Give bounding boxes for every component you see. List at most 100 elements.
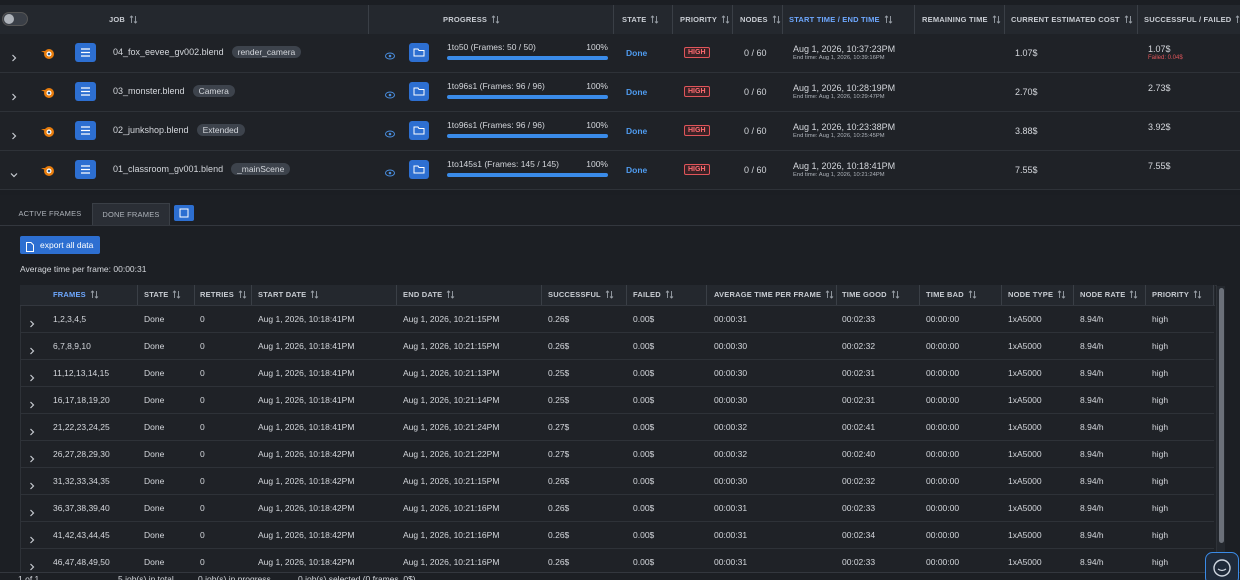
column-header[interactable]: TIME BAD [926, 290, 977, 299]
column-header[interactable]: NODES [740, 15, 781, 24]
column-header[interactable]: START DATE [258, 290, 319, 299]
column-header[interactable]: PRIORITY [1152, 290, 1202, 299]
column-separator [1137, 5, 1138, 34]
column-header[interactable]: REMAINING TIME [922, 15, 1001, 24]
frame-row[interactable] [21, 468, 1214, 495]
column-header[interactable]: SUCCESSFUL [548, 290, 614, 299]
expand-chevron[interactable] [28, 369, 36, 387]
expand-chevron[interactable] [10, 166, 18, 184]
column-header[interactable]: STATE [144, 290, 181, 299]
frame-cell: 00:00:31 [714, 530, 748, 540]
frame-row[interactable] [21, 333, 1214, 360]
tab[interactable]: ACTIVE FRAMES [18, 209, 82, 218]
column-label: AVERAGE TIME PER FRAME [714, 290, 822, 299]
frame-cell: 36,37,38,39,40 [53, 503, 110, 513]
preview-icon[interactable] [385, 165, 395, 183]
expand-chevron[interactable] [28, 558, 36, 576]
preview-icon[interactable] [385, 48, 395, 66]
tab[interactable]: DONE FRAMES [92, 203, 170, 225]
frame-cell: 8.94/h [1080, 503, 1104, 513]
column-header[interactable]: START TIME / END TIME [789, 15, 893, 24]
sort-icon [310, 290, 319, 299]
settings-button[interactable] [75, 121, 96, 145]
expand-chevron[interactable] [28, 477, 36, 495]
column-header[interactable]: NODE RATE [1080, 290, 1138, 299]
frame-cell: 00:00:30 [714, 476, 748, 486]
sort-icon [721, 15, 730, 24]
settings-button[interactable] [75, 82, 96, 106]
frame-cell: Aug 1, 2026, 10:18:42PM [258, 449, 355, 459]
frame-row[interactable] [21, 495, 1214, 522]
column-header[interactable]: AVERAGE TIME PER FRAME [714, 290, 834, 299]
job-row[interactable] [0, 151, 1240, 190]
column-header[interactable]: FRAMES [53, 290, 99, 299]
preview-icon[interactable] [385, 126, 395, 144]
column-header[interactable]: SUCCESSFUL / FAILED [1144, 15, 1240, 24]
expand-chevron[interactable] [28, 396, 36, 414]
sort-icon [1235, 15, 1240, 24]
scrollbar-thumb[interactable] [1219, 288, 1224, 543]
frame-cell: Aug 1, 2026, 10:21:13PM [403, 368, 500, 378]
sort-icon [129, 15, 138, 24]
column-header[interactable]: TIME GOOD [842, 290, 900, 299]
frame-cell: Done [144, 368, 165, 378]
frame-row[interactable] [21, 306, 1214, 333]
column-header[interactable]: PROGRESS [443, 15, 500, 24]
folder-button[interactable] [409, 43, 429, 67]
preview-icon[interactable] [385, 87, 395, 105]
frame-cell: 0 [200, 395, 205, 405]
frame-cell: 46,47,48,49,50 [53, 557, 110, 567]
expand-chevron[interactable] [28, 315, 36, 333]
column-label: TIME BAD [926, 290, 964, 299]
expand-chevron[interactable] [28, 423, 36, 441]
frame-row[interactable] [21, 414, 1214, 441]
column-label: TIME GOOD [842, 290, 887, 299]
frame-cell: Aug 1, 2026, 10:21:15PM [403, 314, 500, 324]
column-header[interactable]: FAILED [633, 290, 674, 299]
folder-button[interactable] [409, 82, 429, 106]
frame-cell: Aug 1, 2026, 10:21:15PM [403, 476, 500, 486]
frame-cell: Done [144, 503, 165, 513]
expand-chevron[interactable] [10, 49, 18, 67]
column-header[interactable]: CURRENT ESTIMATED COST [1011, 15, 1133, 24]
frame-cell: 00:00:00 [926, 557, 960, 567]
column-header[interactable]: END DATE [403, 290, 455, 299]
expand-chevron[interactable] [28, 504, 36, 522]
frame-row[interactable] [21, 360, 1214, 387]
column-header[interactable]: JOB [109, 15, 138, 24]
column-header[interactable]: NODE TYPE [1008, 290, 1066, 299]
chat-button[interactable] [1205, 552, 1239, 580]
frame-cell: 0.26$ [548, 341, 570, 351]
column-header[interactable]: STATE [622, 15, 659, 24]
job-row[interactable] [0, 34, 1240, 73]
folder-button[interactable] [409, 121, 429, 145]
toggle[interactable] [2, 12, 28, 31]
folder-button[interactable] [409, 160, 429, 184]
frame-cell: Aug 1, 2026, 10:21:16PM [403, 503, 500, 513]
column-label: START TIME / END TIME [789, 15, 880, 24]
frame-cell: 00:02:33 [842, 557, 876, 567]
expand-chevron[interactable] [28, 531, 36, 549]
frame-cell: high [1152, 395, 1169, 405]
expand-chevron[interactable] [10, 127, 18, 145]
frame-row[interactable] [21, 441, 1214, 468]
frame-cell: 1xA5000 [1008, 314, 1042, 324]
frame-row[interactable] [21, 522, 1214, 549]
expand-chevron[interactable] [28, 450, 36, 468]
job-name: 03_monster.blend [113, 86, 185, 96]
frame-row[interactable] [21, 387, 1214, 414]
settings-button[interactable] [75, 43, 96, 67]
frame-cell: 00:02:31 [842, 368, 876, 378]
expand-chevron[interactable] [28, 342, 36, 360]
expand-chevron[interactable] [10, 88, 18, 106]
expand-button[interactable] [174, 205, 194, 226]
settings-button[interactable] [75, 160, 96, 184]
column-header[interactable]: RETRIES [200, 290, 247, 299]
export-button[interactable]: export all data [20, 236, 101, 254]
column-label: CURRENT ESTIMATED COST [1011, 15, 1120, 24]
frame-cell: Aug 1, 2026, 10:21:16PM [403, 530, 500, 540]
column-separator [706, 285, 707, 305]
frame-cell: Done [144, 422, 165, 432]
frame-cell: 8.94/h [1080, 422, 1104, 432]
column-header[interactable]: PRIORITY [680, 15, 730, 24]
